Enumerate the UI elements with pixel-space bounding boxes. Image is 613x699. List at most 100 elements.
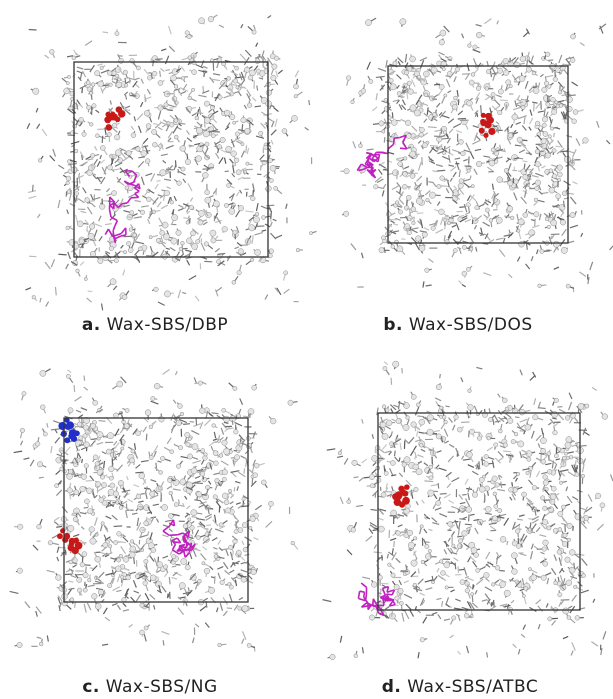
bond (468, 465, 474, 468)
atom (255, 212, 259, 216)
bond (432, 518, 438, 523)
atom (199, 18, 205, 24)
bond (90, 568, 94, 569)
atom (162, 504, 168, 510)
atom (136, 147, 140, 151)
bond (457, 90, 458, 97)
atom (491, 92, 495, 96)
atom (541, 459, 546, 464)
bond (219, 548, 223, 551)
bond (445, 441, 448, 443)
bond (458, 651, 461, 654)
bond (449, 500, 454, 503)
atom (122, 295, 127, 300)
bond (448, 538, 450, 542)
bond (446, 472, 452, 476)
bond (545, 573, 551, 576)
atom (540, 249, 544, 253)
bond (412, 126, 417, 132)
bond (428, 182, 433, 183)
bond (39, 477, 44, 478)
bond (518, 649, 520, 654)
bond (229, 570, 234, 573)
bond (10, 591, 19, 593)
bond (356, 505, 363, 506)
atom (440, 30, 446, 36)
bond (554, 464, 556, 469)
bond (232, 205, 236, 206)
bond (257, 86, 258, 91)
atom (40, 370, 46, 376)
atom (191, 468, 197, 474)
bond (79, 104, 83, 108)
atom (406, 195, 411, 200)
atom (250, 70, 256, 76)
bond (174, 196, 176, 201)
atom (128, 248, 133, 253)
atom (107, 71, 112, 76)
bond (25, 602, 30, 608)
atom (452, 616, 456, 620)
bond (256, 203, 258, 211)
atom (108, 466, 114, 472)
atom (425, 544, 429, 548)
atom (540, 438, 546, 444)
atom (556, 68, 561, 73)
heteroatom (105, 124, 112, 131)
bond (130, 572, 136, 574)
bond (420, 593, 425, 595)
bond (446, 597, 448, 604)
bond (252, 97, 256, 101)
bond (540, 74, 543, 77)
bond (468, 493, 470, 500)
atom (208, 587, 214, 593)
bond (124, 92, 127, 95)
atom (534, 212, 539, 217)
bond (572, 497, 578, 500)
bond (457, 536, 462, 537)
atom (382, 433, 388, 439)
bond (532, 175, 539, 177)
bond (138, 161, 144, 167)
bond (530, 110, 532, 116)
atom (391, 510, 397, 516)
bond (416, 243, 420, 249)
bond (305, 127, 309, 130)
bond (353, 141, 356, 148)
bond (169, 26, 172, 34)
atom (294, 94, 298, 98)
atom (239, 443, 243, 447)
bond (531, 524, 536, 531)
heteroatom (105, 117, 110, 122)
bond (344, 458, 348, 464)
atom (174, 119, 178, 123)
atom (476, 32, 482, 38)
bond (428, 259, 433, 263)
bond (448, 456, 454, 462)
bond (241, 24, 243, 28)
atom (143, 581, 148, 586)
atom (405, 120, 411, 126)
atom (255, 249, 261, 255)
atom (38, 158, 42, 162)
atom (227, 77, 231, 81)
atom (563, 608, 569, 614)
bond (203, 86, 204, 93)
bond (161, 154, 168, 155)
bond (392, 486, 393, 490)
bond (102, 303, 103, 310)
additive-bond (366, 594, 367, 601)
bond (531, 56, 533, 63)
bond (522, 126, 526, 131)
atom (196, 127, 202, 133)
bond (100, 160, 104, 164)
bond (494, 106, 500, 110)
bond (224, 158, 225, 164)
atom (475, 206, 479, 210)
atom (395, 596, 400, 601)
atom (139, 473, 145, 479)
atom (95, 481, 100, 486)
bond (530, 118, 533, 124)
atom (108, 545, 111, 548)
atom (222, 477, 226, 481)
